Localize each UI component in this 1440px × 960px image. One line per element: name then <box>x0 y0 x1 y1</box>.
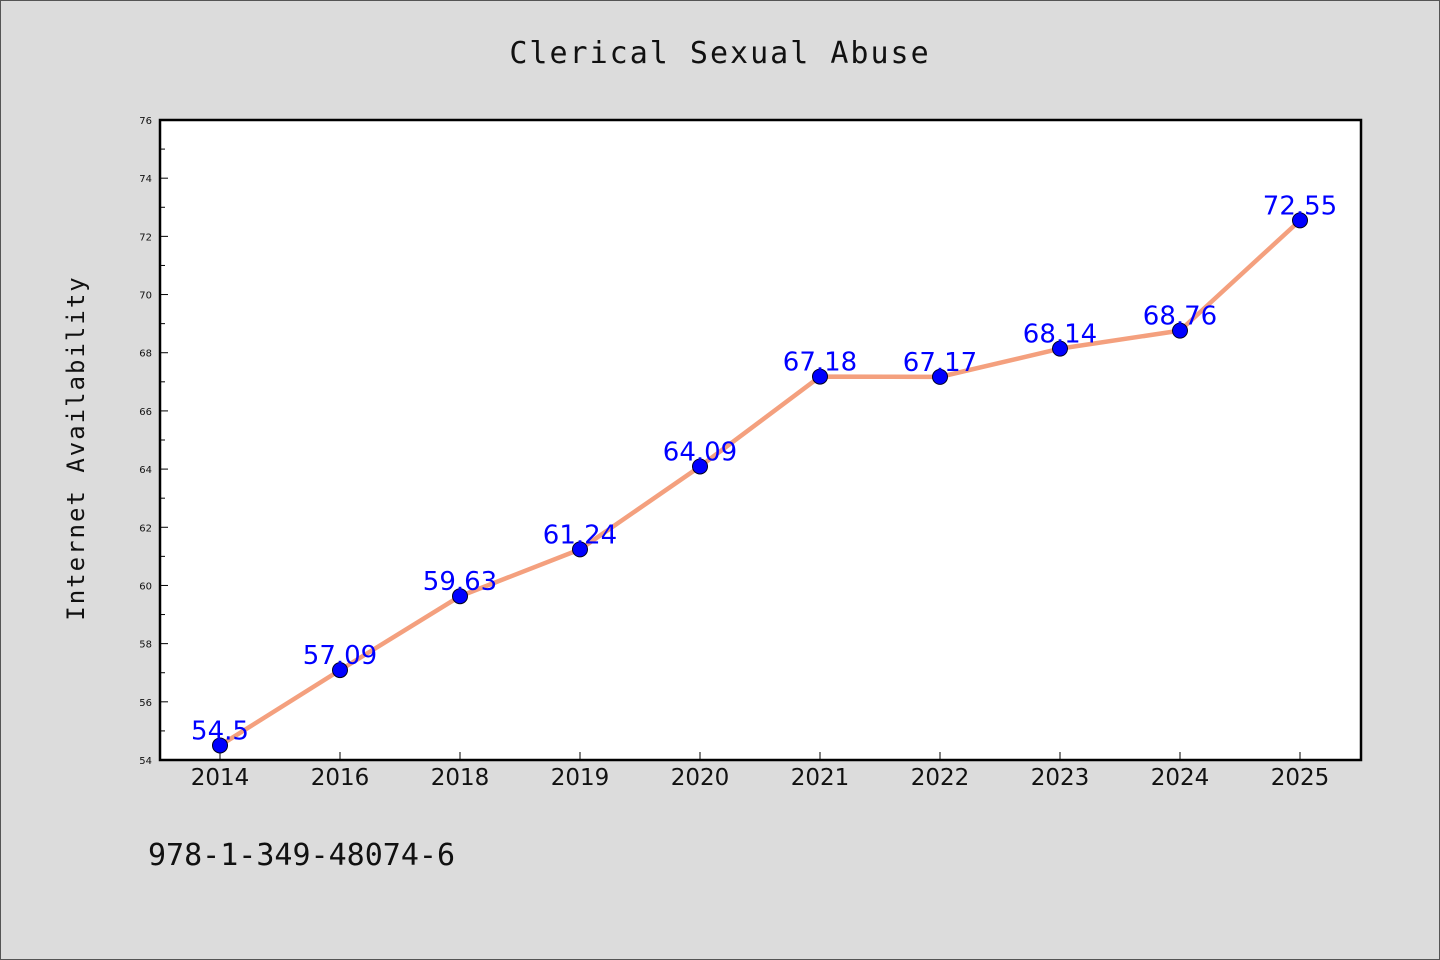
data-label: 68.14 <box>1023 320 1097 350</box>
y-tick-label: 66 <box>139 407 152 418</box>
x-tick-label: 2021 <box>791 765 850 791</box>
series-line <box>217 218 1303 748</box>
isbn-text: 978-1-349-48074-6 <box>148 838 455 873</box>
y-tick-label: 70 <box>139 291 152 302</box>
data-point <box>692 458 708 475</box>
data-label: 68.76 <box>1143 302 1217 332</box>
data-point <box>332 662 348 679</box>
x-axis: 2014 2016 2018 2019 2020 2021 2022 2023 2024 2025 <box>191 752 1330 791</box>
data-point <box>1292 212 1308 229</box>
x-tick-label: 2020 <box>671 765 730 791</box>
x-tick-label: 2016 <box>311 765 370 791</box>
data-label: 72.55 <box>1263 191 1337 221</box>
series-group <box>212 212 1308 754</box>
data-point <box>1052 340 1068 357</box>
data-label: 67.18 <box>783 348 857 378</box>
data-point <box>572 541 588 558</box>
plot-area <box>158 118 1363 762</box>
data-label: 59.63 <box>423 567 497 597</box>
chart-title: Clerical Sexual Abuse <box>509 36 930 71</box>
data-label: 54.5 <box>191 716 249 746</box>
y-tick-label: 76 <box>139 116 152 127</box>
data-label: 61.24 <box>543 520 617 550</box>
y-tick-label: 74 <box>139 174 152 185</box>
x-tick-label: 2022 <box>911 765 970 791</box>
y-tick-label: 58 <box>139 640 152 651</box>
data-point <box>452 588 468 605</box>
x-tick-label: 2014 <box>191 765 250 791</box>
x-tick-label: 2024 <box>1151 765 1210 791</box>
x-tick-label: 2018 <box>431 765 490 791</box>
x-tick-label: 2025 <box>1271 765 1330 791</box>
y-tick-label: 64 <box>139 465 152 476</box>
data-point <box>1172 322 1188 339</box>
data-label: 57.09 <box>303 641 377 671</box>
y-tick-label: 54 <box>139 756 152 767</box>
data-point <box>932 368 948 385</box>
data-label: 67.17 <box>903 348 977 378</box>
data-point <box>812 368 828 385</box>
y-tick-label: 56 <box>139 698 152 709</box>
y-tick-label: 62 <box>139 523 152 534</box>
data-labels: 54.5 57.09 59.63 61.24 64.09 67.18 67.17 68.14 6… <box>191 191 1337 746</box>
y-tick-label: 72 <box>139 232 152 243</box>
x-tick-label: 2019 <box>551 765 610 791</box>
y-tick-label: 60 <box>139 581 152 592</box>
data-point <box>212 737 228 754</box>
y-tick-label: 68 <box>139 349 152 360</box>
x-tick-label: 2023 <box>1031 765 1090 791</box>
y-axis-label: Internet Availability <box>62 275 90 620</box>
data-label: 64.09 <box>663 437 737 467</box>
y-axis: 54 56 58 60 62 64 66 68 70 72 74 76 <box>139 116 168 767</box>
